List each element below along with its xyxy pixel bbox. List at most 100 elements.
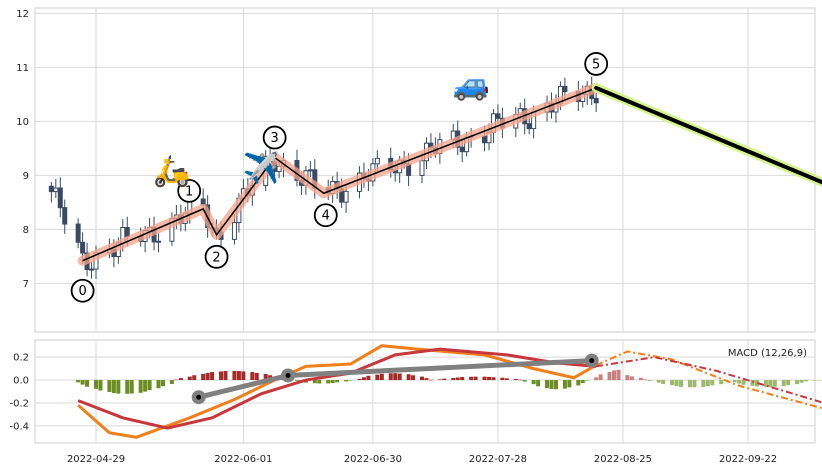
macd-y-tick-label: 0.2 — [13, 353, 29, 364]
macd-bar — [442, 378, 447, 381]
wave-label-text: 0 — [78, 284, 86, 299]
macd-bar — [647, 380, 652, 381]
macd-bar — [116, 380, 121, 394]
candle-body — [62, 207, 68, 225]
macd-bar — [451, 378, 456, 381]
macd-bar — [263, 373, 268, 381]
macd-bar — [629, 376, 634, 381]
macd-bar — [375, 374, 380, 381]
wave-label-circle — [262, 125, 287, 150]
wave-label-text: 1 — [185, 184, 193, 199]
macd-bar — [147, 380, 152, 391]
macd-bar — [674, 380, 679, 387]
macd-bar — [174, 379, 179, 381]
macd-bar — [236, 371, 241, 381]
macd-y-tick-label: -0.4 — [9, 421, 29, 432]
macd-bar — [701, 380, 706, 387]
candle-body — [75, 223, 81, 243]
macd-bar — [80, 380, 85, 385]
price-y-ticks: 7 8 9 10 11 12 — [16, 9, 29, 290]
candle-body — [124, 227, 130, 237]
wave-label-circle — [70, 278, 95, 303]
macd-bar — [536, 380, 541, 387]
macd-bar — [741, 380, 746, 385]
macd-bar — [705, 380, 710, 387]
macd-bar — [598, 374, 603, 381]
macd-bar — [437, 379, 442, 381]
macd-bar — [210, 372, 215, 381]
car-icon: 🚙 — [452, 67, 489, 102]
macd-bar — [76, 380, 81, 383]
macd-bar — [125, 380, 130, 394]
macd-bar — [205, 372, 210, 381]
macd-bar — [679, 380, 684, 387]
macd-bar — [379, 373, 384, 381]
macd-bar — [656, 380, 661, 383]
signal-projection-line — [596, 356, 822, 404]
macd-bar — [732, 380, 737, 383]
candle-body — [156, 240, 162, 243]
macd-bar — [491, 377, 496, 381]
airplane-icon: ✈️ — [243, 149, 280, 186]
macd-bar — [178, 378, 183, 381]
x-tick-label: 2022-08-25 — [594, 454, 652, 465]
macd-bar — [326, 380, 331, 384]
icons: 🛵 ✈️ 🚙 — [153, 67, 490, 188]
price-y-tick-label: 9 — [23, 171, 29, 182]
macd-bar — [312, 380, 317, 384]
macd-bar — [344, 380, 349, 382]
macd-bar — [428, 379, 433, 381]
macd-bar — [223, 371, 228, 381]
macd-bar — [781, 380, 786, 387]
wave-label: 3 — [262, 125, 287, 150]
candle-body — [526, 123, 532, 130]
macd-bar — [518, 379, 523, 381]
macd-bar — [549, 380, 554, 389]
macd-bar — [317, 380, 322, 384]
macd-bar — [219, 371, 224, 381]
macd-bar — [424, 378, 429, 381]
macd-bar — [612, 370, 617, 381]
candle-body — [459, 146, 465, 153]
macd-bar — [397, 373, 402, 381]
macd-bar — [393, 373, 398, 381]
macd-bar — [812, 380, 817, 381]
macd-bar — [473, 376, 478, 381]
macd-bar — [366, 375, 371, 381]
macd-label: MACD (12,26,9) — [728, 348, 807, 359]
divergence-node-dot — [285, 372, 291, 378]
scooter-icon: 🛵 — [153, 154, 190, 189]
macd-bar — [250, 372, 255, 381]
candle-body — [562, 85, 568, 93]
wave-label: 4 — [313, 203, 338, 228]
macd-bar — [460, 377, 465, 381]
macd-bar — [469, 376, 474, 381]
macd-bar — [330, 380, 335, 384]
macd-bar — [580, 380, 585, 384]
candle-body — [482, 135, 488, 144]
macd-bar — [482, 376, 487, 381]
wave-line — [82, 87, 597, 262]
macd-bar — [357, 378, 362, 381]
price-y-tick-label: 12 — [16, 9, 29, 20]
macd-bar — [607, 372, 612, 381]
macd-bar — [768, 380, 773, 387]
macd-bar — [531, 380, 536, 385]
macd-y-tick-label: -0.2 — [9, 398, 29, 409]
macd-bar — [335, 380, 340, 383]
macd-y-tick-label: 0.0 — [13, 376, 29, 387]
macd-bar — [804, 380, 809, 382]
macd-bar — [348, 380, 353, 381]
wave-label: 5 — [584, 52, 609, 76]
macd-bar — [616, 369, 621, 381]
divergence-node-dot — [196, 394, 202, 400]
macd-bar — [754, 380, 759, 387]
macd-bar — [670, 380, 675, 386]
candle-body — [495, 113, 501, 119]
wave-label-circle — [204, 244, 229, 269]
wave-label-text: 3 — [270, 131, 278, 146]
macd-bar — [187, 376, 192, 381]
macd-bar — [406, 374, 411, 381]
candle-body — [80, 241, 86, 254]
